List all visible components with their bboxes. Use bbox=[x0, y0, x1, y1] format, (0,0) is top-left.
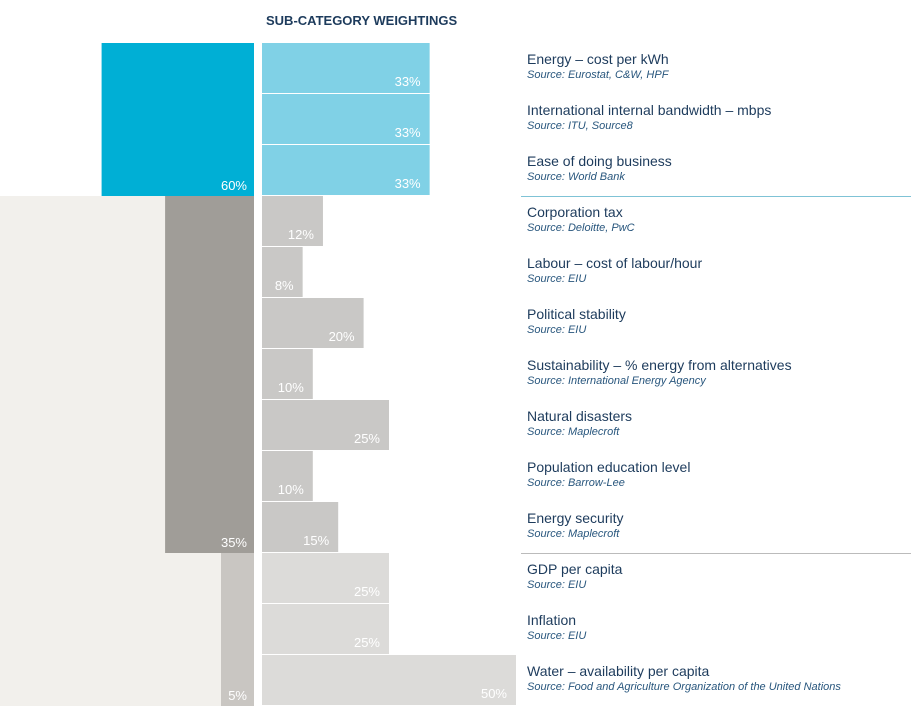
category-source: Source: EIU bbox=[527, 630, 586, 642]
category-label: Labour – cost of labour/hour bbox=[527, 255, 702, 271]
category-source: Source: Maplecroft bbox=[527, 426, 620, 438]
category-source: Source: EIU bbox=[527, 324, 586, 336]
category-label: Energy security bbox=[527, 510, 623, 526]
sub-value-label: 10% bbox=[278, 482, 304, 497]
sub-value-label: 20% bbox=[329, 329, 355, 344]
sub-value-label: 33% bbox=[395, 74, 421, 89]
sub-value-label: 15% bbox=[303, 533, 329, 548]
sub-bar bbox=[262, 43, 430, 93]
sub-value-label: 10% bbox=[278, 380, 304, 395]
category-label: Political stability bbox=[527, 306, 626, 322]
chart-rows: 60% 33% Energy – cost per kWh Source: Euros… bbox=[0, 43, 911, 706]
category-label: Sustainability – % energy from alternati… bbox=[527, 357, 792, 373]
sub-value-label: 50% bbox=[481, 686, 507, 701]
category-source: Source: Deloitte, PwC bbox=[527, 222, 635, 234]
category-label: Water – availability per capita bbox=[527, 663, 710, 679]
category-label: Energy – cost per kWh bbox=[527, 51, 669, 67]
group-value-label: 35% bbox=[221, 535, 247, 550]
sub-bar bbox=[262, 298, 364, 348]
sub-value-label: 33% bbox=[395, 176, 421, 191]
sub-bar bbox=[262, 94, 430, 144]
sub-bar bbox=[262, 451, 313, 501]
sub-bar bbox=[262, 349, 313, 399]
sub-bar bbox=[262, 247, 303, 297]
sub-bar bbox=[262, 604, 389, 654]
group-bar bbox=[101, 43, 254, 196]
category-label: Ease of doing business bbox=[527, 153, 672, 169]
category-label: Corporation tax bbox=[527, 204, 623, 220]
sub-bar bbox=[262, 400, 389, 450]
sub-value-label: 33% bbox=[395, 125, 421, 140]
category-source: Source: World Bank bbox=[527, 171, 625, 183]
sub-value-label: 8% bbox=[275, 278, 294, 293]
sub-bar bbox=[262, 196, 323, 246]
category-source: Source: EIU bbox=[527, 273, 586, 285]
category-label: Population education level bbox=[527, 459, 690, 475]
category-source: Source: Maplecroft bbox=[527, 528, 620, 540]
category-source: Source: Eurostat, C&W, HPF bbox=[527, 69, 670, 81]
category-label: Natural disasters bbox=[527, 408, 632, 424]
chart-title: SUB-CATEGORY WEIGHTINGS bbox=[266, 13, 457, 28]
sub-value-label: 25% bbox=[354, 584, 380, 599]
group-bar bbox=[221, 553, 254, 706]
category-label: GDP per capita bbox=[527, 561, 623, 577]
sub-bar bbox=[262, 655, 516, 705]
sub-value-label: 25% bbox=[354, 635, 380, 650]
sub-value-label: 12% bbox=[288, 227, 314, 242]
category-source: Source: EIU bbox=[527, 579, 586, 591]
category-source: Source: Barrow-Lee bbox=[527, 477, 625, 489]
sub-bar bbox=[262, 553, 389, 603]
category-label: International internal bandwidth – mbps bbox=[527, 102, 771, 118]
category-source: Source: Food and Agriculture Organizatio… bbox=[527, 681, 841, 693]
category-source: Source: International Energy Agency bbox=[527, 375, 707, 387]
group-bar bbox=[165, 196, 254, 553]
group-value-label: 5% bbox=[228, 688, 247, 703]
group-background bbox=[0, 553, 254, 706]
sub-bar bbox=[262, 145, 430, 195]
sub-value-label: 25% bbox=[354, 431, 380, 446]
group-value-label: 60% bbox=[221, 178, 247, 193]
category-source: Source: ITU, Source8 bbox=[527, 120, 634, 132]
sub-bar bbox=[262, 502, 339, 552]
category-label: Inflation bbox=[527, 612, 576, 628]
